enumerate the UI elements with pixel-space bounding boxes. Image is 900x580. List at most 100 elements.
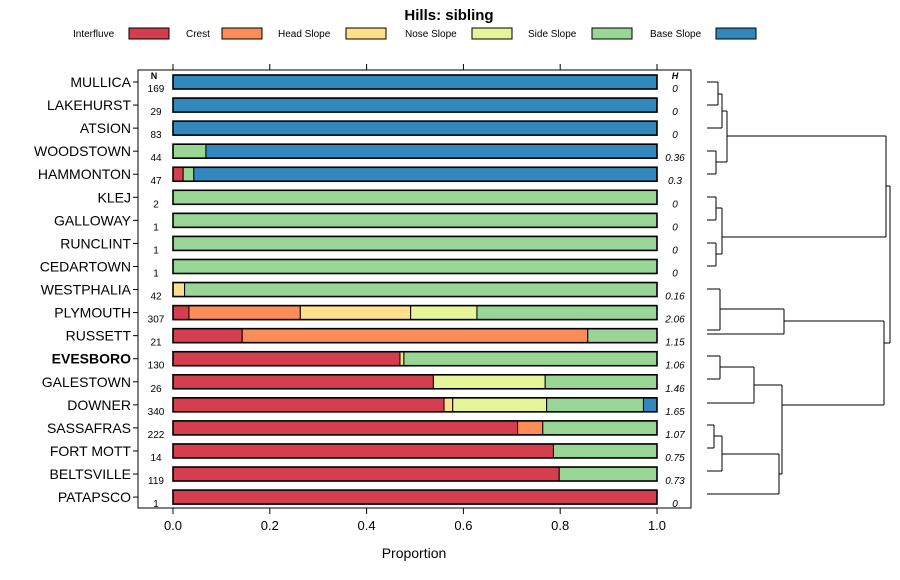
h-value-evesboro: 1.06 xyxy=(665,361,685,372)
h-value-atsion: 0 xyxy=(672,130,678,141)
bar-evesboro-head-slope xyxy=(399,351,405,367)
h-value-klej: 0 xyxy=(672,199,678,210)
bar-russett-interfluve xyxy=(172,328,243,344)
bar-outline-fort-mott xyxy=(172,443,658,459)
n-value-mullica: 169 xyxy=(148,84,165,95)
legend-label-nose-slope: Nose Slope xyxy=(405,29,457,40)
h-value-mullica: 0 xyxy=(672,84,678,95)
n-value-woodstown: 44 xyxy=(150,153,162,164)
n-value-russett: 21 xyxy=(150,338,162,349)
bar-lakehurst-base-slope xyxy=(172,97,658,113)
bar-cedartown-side-slope xyxy=(172,258,658,274)
n-value-galestown: 26 xyxy=(150,384,162,395)
bar-outline-beltsville xyxy=(172,466,658,482)
row-label-beltsville: BELTSVILLE xyxy=(50,466,131,482)
h-value-patapsco: 0 xyxy=(672,499,678,510)
legend-label-crest: Crest xyxy=(186,29,210,40)
row-label-westphalia: WESTPHALIA xyxy=(41,282,132,298)
bar-outline-woodstown xyxy=(172,143,658,159)
bar-outline-cedartown xyxy=(172,258,658,275)
legend-swatch-side-slope xyxy=(591,27,633,40)
x-tick-label-4: 0.8 xyxy=(551,518,569,533)
row-label-fort-mott: FORT MOTT xyxy=(50,443,132,459)
row-label-plymouth: PLYMOUTH xyxy=(54,305,131,321)
row-label-downer: DOWNER xyxy=(67,397,131,413)
x-tick-label-2: 0.4 xyxy=(358,518,376,533)
row-label-lakehurst: LAKEHURST xyxy=(47,97,131,113)
bar-outline-russett xyxy=(172,327,658,344)
bar-russett-crest xyxy=(241,328,589,344)
bar-sassafras-side-slope xyxy=(542,420,658,436)
x-tick-label-3: 0.6 xyxy=(454,518,472,533)
bar-russett-side-slope xyxy=(587,328,658,344)
row-label-runclint: RUNCLINT xyxy=(60,235,131,251)
n-value-fort-mott: 14 xyxy=(150,453,162,464)
bar-hammonton-interfluve xyxy=(172,166,184,182)
row-label-patapsco: PATAPSCO xyxy=(58,489,131,505)
bar-outline-klej xyxy=(172,189,658,206)
row-label-atsion: ATSION xyxy=(80,120,131,136)
n-value-beltsville: 119 xyxy=(148,476,164,487)
bar-plymouth-crest xyxy=(188,305,301,321)
bar-beltsville-side-slope xyxy=(558,466,658,482)
bar-beltsville-interfluve xyxy=(172,466,560,482)
h-value-sassafras: 1.07 xyxy=(665,430,685,441)
row-labels: MULLICA 169 0 LAKEHURST 29 0 ATSION 83 0 WOODSTOW… xyxy=(34,74,685,510)
n-value-plymouth: 307 xyxy=(148,315,165,326)
h-header: H xyxy=(672,71,679,81)
bar-outline-patapsco xyxy=(172,489,658,505)
row-label-evesboro: EVESBORO xyxy=(52,351,131,367)
bar-galestown-interfluve xyxy=(172,374,434,390)
bar-runclint-side-slope xyxy=(172,235,658,251)
h-value-hammonton: 0.3 xyxy=(668,176,682,187)
row-label-sassafras: SASSAFRAS xyxy=(47,420,131,436)
legend: Interfluve Crest Head Slope Nose Slope Side … xyxy=(73,27,757,40)
legend-swatch-head-slope xyxy=(345,27,387,40)
bar-sassafras-interfluve xyxy=(172,420,519,436)
bar-evesboro-interfluve xyxy=(172,351,401,367)
h-value-westphalia: 0.16 xyxy=(665,292,685,303)
bar-fort-mott-interfluve xyxy=(172,443,554,459)
row-label-galloway: GALLOWAY xyxy=(54,212,132,228)
bar-sassafras-crest xyxy=(517,420,544,436)
row-label-cedartown: CEDARTOWN xyxy=(40,258,131,274)
bar-outline-hammonton xyxy=(172,166,658,183)
bar-downer-side-slope xyxy=(546,397,644,413)
x-tick-label-5: 1.0 xyxy=(648,518,666,533)
n-value-cedartown: 1 xyxy=(153,268,159,279)
x-tick-label-1: 0.2 xyxy=(261,518,279,533)
bar-galestown-side-slope xyxy=(544,374,658,390)
bar-woodstown-base-slope xyxy=(205,143,658,159)
n-header: N xyxy=(151,71,158,81)
h-value-woodstown: 0.36 xyxy=(665,153,685,164)
h-value-galestown: 1.46 xyxy=(665,384,685,395)
h-value-galloway: 0 xyxy=(672,222,678,233)
bar-westphalia-side-slope xyxy=(184,282,658,298)
x-axis: 0.0 0.2 0.4 0.6 0.8 1.0 xyxy=(164,64,666,533)
bar-atsion-base-slope xyxy=(172,120,658,136)
bar-outline-sassafras xyxy=(172,420,658,436)
n-value-runclint: 1 xyxy=(153,245,159,256)
legend-swatch-nose-slope xyxy=(471,27,513,40)
bar-outline-plymouth xyxy=(172,304,658,321)
h-value-russett: 1.15 xyxy=(665,338,685,349)
bar-downer-nose-slope xyxy=(452,397,548,413)
bar-downer-head-slope xyxy=(443,397,454,413)
legend-swatch-base-slope xyxy=(715,27,757,40)
bar-mullica-base-slope xyxy=(172,74,658,90)
h-value-downer: 1.65 xyxy=(665,407,685,418)
bar-outline-evesboro xyxy=(172,350,658,367)
row-label-klej: KLEJ xyxy=(98,189,131,205)
n-value-downer: 340 xyxy=(148,407,165,418)
bar-hammonton-base-slope xyxy=(193,166,658,182)
row-label-mullica: MULLICA xyxy=(70,74,131,90)
bars-group xyxy=(172,74,658,505)
n-value-patapsco: 1 xyxy=(153,499,159,510)
plot-panel xyxy=(137,69,692,509)
bar-outline-galloway xyxy=(172,212,658,229)
n-value-hammonton: 47 xyxy=(150,176,162,187)
row-label-galestown: GALESTOWN xyxy=(42,374,131,390)
bar-westphalia-head-slope xyxy=(172,282,186,298)
bar-plymouth-nose-slope xyxy=(410,305,478,321)
bar-evesboro-side-slope xyxy=(403,351,658,367)
